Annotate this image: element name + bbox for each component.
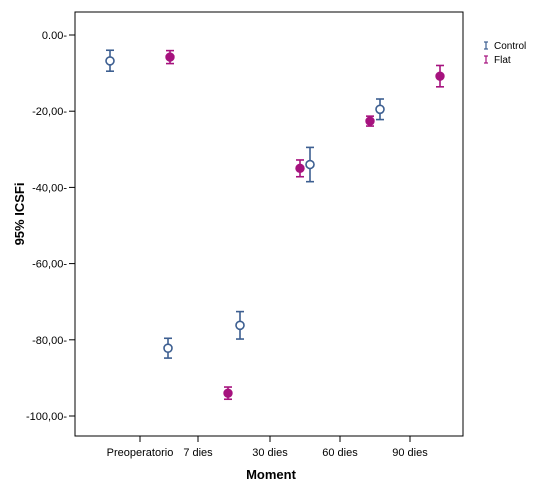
point-flat [165, 52, 175, 62]
errorbar-flat [295, 159, 305, 178]
point-control [375, 104, 385, 115]
point-flat [295, 163, 305, 174]
errorbar-control [305, 146, 315, 183]
y-tick-label: -40,00- [32, 182, 67, 194]
x-tick-label: 7 dies [183, 447, 213, 459]
legend-item-control: Control [484, 41, 526, 52]
y-axis-title: 95% ICSFi [12, 183, 27, 246]
y-tick-label: -60,00- [32, 259, 67, 271]
errorbar-flat [223, 386, 233, 401]
y-tick-label: -100,00- [26, 411, 67, 423]
x-tick-label: 60 dies [322, 447, 358, 459]
errorbar-control [105, 49, 115, 72]
legend-item-flat: Flat [484, 55, 511, 66]
y-tick-label: -20,00- [32, 106, 67, 118]
y-tick-label: -80,00- [32, 335, 67, 347]
errorbar-flat [365, 115, 375, 127]
legend-label: Flat [494, 55, 511, 66]
x-axis-title: Moment [246, 467, 297, 482]
x-tick-label: 90 dies [392, 447, 428, 459]
errorbar-flat [165, 49, 175, 65]
x-axis: Preoperatorio 7 dies 30 dies 60 dies 90 dies [107, 436, 428, 459]
y-axis: 0.00- -20,00- -40,00- -60,00- -80,00- -100,00… [26, 30, 75, 423]
point-flat [435, 71, 445, 81]
point-control [235, 320, 245, 331]
errorbar-control [163, 337, 173, 359]
y-tick-label: 0.00- [42, 30, 67, 42]
legend: Control Flat [484, 41, 526, 66]
point-flat [365, 116, 375, 126]
errorbar-control [375, 98, 385, 121]
legend-label: Control [494, 41, 526, 52]
point-control [305, 159, 315, 170]
point-control [105, 56, 115, 66]
x-tick-label: 30 dies [252, 447, 288, 459]
data-marks [105, 49, 445, 401]
plot-frame [74, 11, 464, 437]
x-tick-label: Preoperatorio [107, 447, 174, 459]
errorbar-control [235, 310, 245, 340]
point-flat [223, 388, 233, 398]
errorbar-flat [435, 64, 445, 88]
point-control [163, 343, 173, 353]
